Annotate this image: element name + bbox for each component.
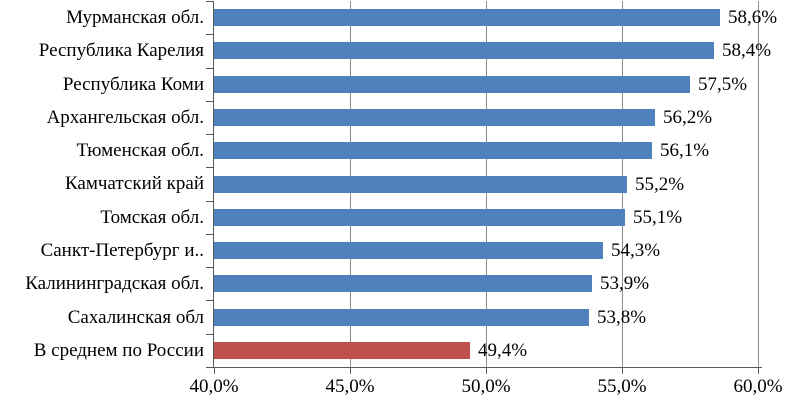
value-label: 53,9%: [600, 273, 650, 294]
category-label: В среднем по России: [33, 339, 204, 361]
y-axis-tick: [206, 134, 213, 135]
y-axis-tick: [206, 234, 213, 235]
x-axis-tick-label: 55,0%: [597, 376, 647, 397]
value-label: 55,1%: [633, 207, 683, 228]
bar: [214, 142, 652, 159]
y-axis-line: [213, 1, 214, 367]
x-axis-tick-label: 50,0%: [461, 376, 511, 397]
value-label: 54,3%: [611, 240, 661, 261]
value-label: 57,5%: [698, 74, 748, 95]
bar: [214, 209, 625, 226]
category-label: Томская обл.: [100, 206, 204, 228]
y-axis-tick: [206, 1, 213, 2]
y-axis-tick: [206, 334, 213, 335]
bar: [214, 176, 627, 193]
category-label: Тюменская обл.: [76, 140, 204, 162]
category-label: Калининградская обл.: [25, 273, 204, 295]
bar: [214, 76, 690, 93]
x-axis-tick-label: 45,0%: [325, 376, 375, 397]
value-label: 58,4%: [722, 40, 772, 61]
y-axis-tick: [206, 201, 213, 202]
bar: [214, 309, 589, 326]
category-label: Республика Карелия: [38, 40, 204, 62]
category-label: Санкт-Петербург и..: [40, 240, 204, 262]
bar: [214, 275, 592, 292]
value-label: 58,6%: [728, 7, 778, 28]
x-axis-tick: [486, 367, 487, 374]
x-axis-tick: [622, 367, 623, 374]
y-axis-tick: [206, 34, 213, 35]
y-axis-tick: [206, 367, 213, 368]
category-label: Камчатский край: [65, 173, 204, 195]
gridline: [758, 1, 759, 367]
x-axis-tick-label: 40,0%: [189, 376, 239, 397]
bar: [214, 242, 603, 259]
category-label: Республика Коми: [62, 73, 204, 95]
value-label: 55,2%: [635, 174, 685, 195]
value-label: 56,2%: [663, 107, 713, 128]
x-axis-tick: [350, 367, 351, 374]
y-axis-tick: [206, 300, 213, 301]
category-label: Архангельская обл.: [46, 106, 204, 128]
y-axis-tick: [206, 267, 213, 268]
category-label: Сахалинская обл: [67, 306, 204, 328]
x-axis-tick-label: 60,0%: [733, 376, 783, 397]
y-axis-tick: [206, 101, 213, 102]
value-label: 56,1%: [660, 140, 710, 161]
category-label: Мурманская обл.: [66, 7, 204, 29]
bar: [214, 109, 655, 126]
x-axis-tick: [214, 367, 215, 374]
bar: [214, 42, 714, 59]
bar: [214, 342, 470, 359]
y-axis-tick: [206, 68, 213, 69]
value-label: 53,8%: [597, 307, 647, 328]
y-axis-tick: [206, 167, 213, 168]
value-label: 49,4%: [478, 340, 528, 361]
bar: [214, 9, 720, 26]
x-axis-tick: [758, 367, 759, 374]
x-axis-line: [213, 367, 762, 368]
